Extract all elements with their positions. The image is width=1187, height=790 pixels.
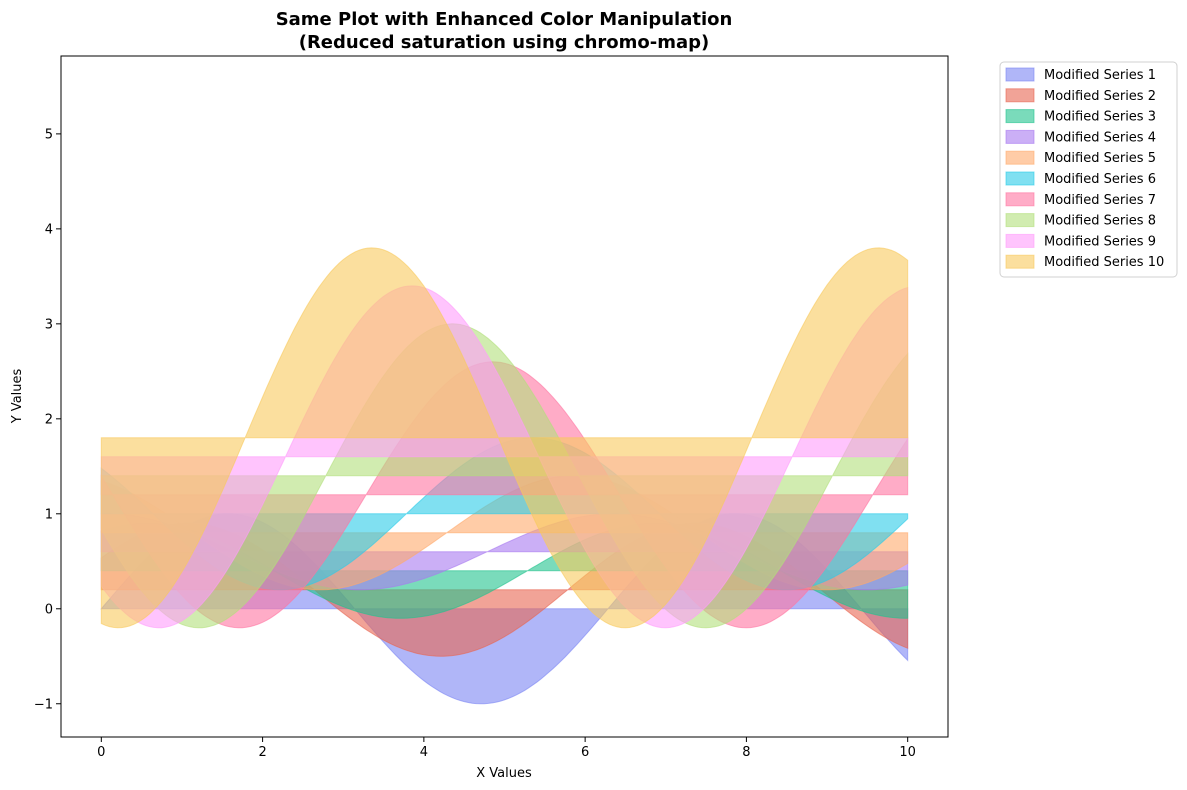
legend-swatch — [1005, 67, 1035, 82]
series-layer — [100, 247, 909, 705]
legend-swatch — [1005, 254, 1035, 269]
series-area-10 — [100, 247, 909, 629]
x-tick-label: 6 — [581, 745, 589, 760]
x-tick-label: 4 — [420, 745, 428, 760]
legend-label: Modified Series 2 — [1044, 89, 1156, 104]
x-axis-label: X Values — [476, 766, 532, 781]
legend-label: Modified Series 5 — [1044, 151, 1156, 166]
y-tick-label: −1 — [34, 697, 53, 712]
legend-label: Modified Series 7 — [1044, 193, 1156, 208]
legend-swatch — [1005, 109, 1035, 124]
y-axis-label: Y Values — [10, 369, 25, 425]
x-tick-label: 0 — [97, 745, 105, 760]
legend-swatch — [1005, 171, 1035, 186]
legend-label: Modified Series 6 — [1044, 172, 1156, 187]
y-tick-label: 0 — [45, 602, 53, 617]
legend-frame — [999, 61, 1178, 278]
y-tick-label: 1 — [45, 507, 53, 522]
legend-swatch — [1005, 192, 1035, 207]
legend: Modified Series 1 Modified Series 2 Modifi… — [999, 61, 1178, 278]
chart-title-line-1: Same Plot with Enhanced Color Manipulati… — [276, 9, 733, 30]
legend-swatch — [1005, 213, 1035, 228]
y-axis-ticks: −1 0 1 2 3 4 5 — [34, 127, 61, 712]
x-tick-label: 2 — [258, 745, 266, 760]
y-tick-label: 3 — [45, 317, 53, 332]
x-axis-ticks: 0 2 4 6 8 10 — [97, 737, 916, 760]
legend-swatch — [1005, 150, 1035, 165]
legend-label: Modified Series 3 — [1044, 110, 1156, 125]
plot-frame — [60, 55, 949, 738]
x-tick-label: 10 — [899, 745, 916, 760]
y-tick-label: 2 — [45, 412, 53, 427]
legend-label: Modified Series 1 — [1044, 68, 1156, 83]
x-tick-label: 8 — [742, 745, 750, 760]
legend-swatch — [1005, 88, 1035, 103]
y-tick-label: 4 — [45, 222, 53, 237]
chart-title-line-2: (Reduced saturation using chromo-map) — [299, 32, 710, 53]
series-area-9 — [100, 285, 909, 629]
legend-label: Modified Series 8 — [1044, 214, 1156, 229]
legend-label: Modified Series 4 — [1044, 130, 1156, 145]
legend-label: Modified Series 9 — [1044, 234, 1156, 249]
legend-label: Modified Series 10 — [1044, 255, 1164, 270]
y-tick-label: 5 — [45, 127, 53, 142]
legend-swatch — [1005, 233, 1035, 248]
legend-swatch — [1005, 129, 1035, 144]
